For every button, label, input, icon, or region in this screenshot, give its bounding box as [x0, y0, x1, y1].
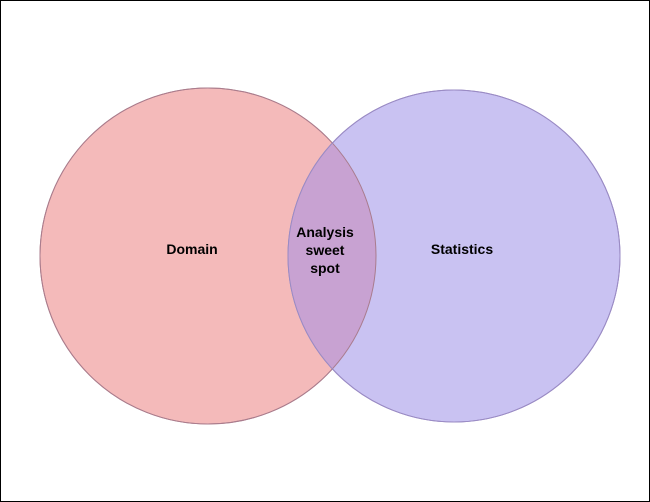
- overlap-label-line-1: Analysis: [296, 224, 354, 240]
- statistics-label: Statistics: [431, 241, 493, 257]
- domain-label: Domain: [166, 241, 217, 257]
- overlap-label-line-3: spot: [310, 260, 340, 276]
- overlap-label-line-2: sweet: [306, 242, 345, 258]
- statistics-circle-outline: [287, 89, 621, 423]
- domain-circle-outline: [39, 87, 377, 425]
